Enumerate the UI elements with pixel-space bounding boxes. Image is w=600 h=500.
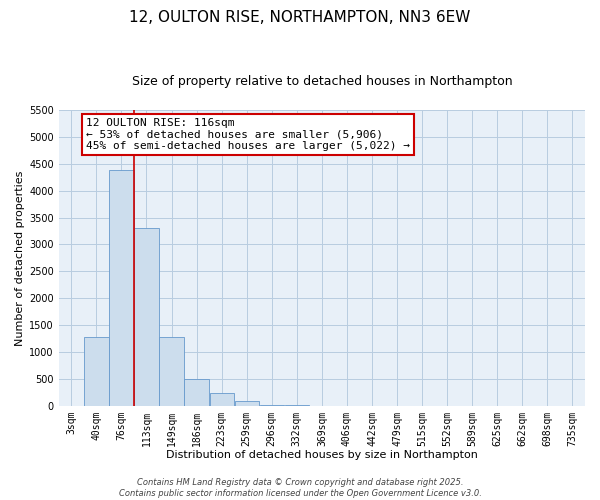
Text: 12 OULTON RISE: 116sqm
← 53% of detached houses are smaller (5,906)
45% of semi-: 12 OULTON RISE: 116sqm ← 53% of detached… <box>86 118 410 152</box>
Bar <box>134 228 158 406</box>
Bar <box>84 338 109 406</box>
Bar <box>209 394 234 406</box>
Y-axis label: Number of detached properties: Number of detached properties <box>15 170 25 346</box>
Bar <box>184 379 209 406</box>
Title: Size of property relative to detached houses in Northampton: Size of property relative to detached ho… <box>131 75 512 88</box>
Text: 12, OULTON RISE, NORTHAMPTON, NN3 6EW: 12, OULTON RISE, NORTHAMPTON, NN3 6EW <box>130 10 470 25</box>
Text: Contains HM Land Registry data © Crown copyright and database right 2025.
Contai: Contains HM Land Registry data © Crown c… <box>119 478 481 498</box>
Bar <box>235 402 259 406</box>
X-axis label: Distribution of detached houses by size in Northampton: Distribution of detached houses by size … <box>166 450 478 460</box>
Bar <box>109 170 134 406</box>
Bar <box>160 337 184 406</box>
Bar <box>260 404 284 406</box>
